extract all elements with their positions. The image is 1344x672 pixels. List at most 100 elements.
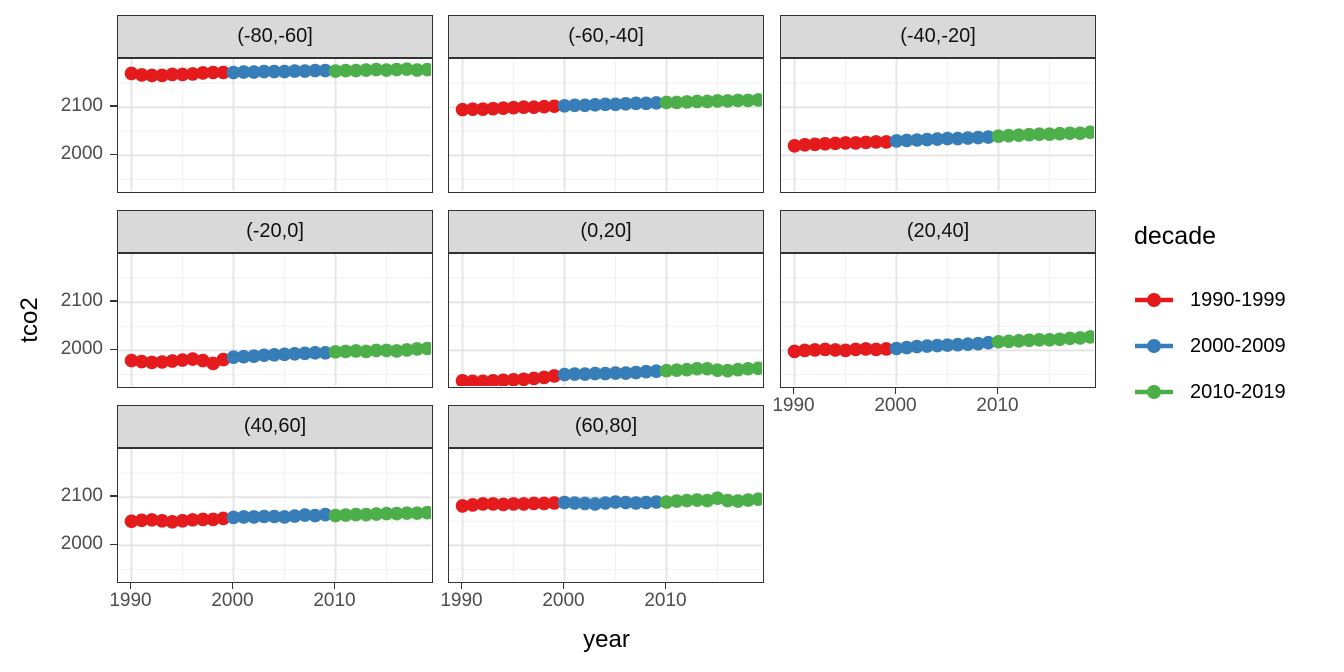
data-point xyxy=(318,63,333,78)
data-point xyxy=(741,93,755,108)
data-point xyxy=(629,96,643,111)
data-point xyxy=(869,342,883,357)
data-point xyxy=(359,507,373,522)
data-point xyxy=(787,344,802,359)
panel-canvas xyxy=(449,59,762,191)
data-point xyxy=(547,369,562,383)
data-point xyxy=(236,349,251,364)
data-point xyxy=(165,67,180,82)
data-point xyxy=(818,137,832,151)
data-point xyxy=(359,63,373,77)
facet-strip: (-20,0] xyxy=(117,210,433,253)
data-point xyxy=(920,339,934,353)
data-point xyxy=(476,102,490,116)
data-point xyxy=(700,94,715,109)
data-point xyxy=(910,133,924,147)
data-point xyxy=(298,508,312,522)
legend-entry-label: 1990-1999 xyxy=(1190,288,1286,311)
data-point xyxy=(175,514,190,528)
data-point xyxy=(828,343,843,357)
y-tick-label: 2000 xyxy=(60,143,103,165)
data-point xyxy=(639,96,653,111)
data-point xyxy=(787,138,802,153)
data-point xyxy=(618,366,633,380)
data-point xyxy=(1063,331,1077,346)
data-point xyxy=(649,96,664,110)
data-point xyxy=(618,495,633,510)
data-point xyxy=(690,94,704,109)
data-point xyxy=(920,132,934,147)
data-point xyxy=(991,129,1006,143)
x-tick-label: 2010 xyxy=(644,590,687,611)
data-point xyxy=(206,512,220,527)
points xyxy=(124,341,431,371)
data-point xyxy=(797,138,812,152)
facet-strip: (-60,-40] xyxy=(448,15,764,58)
data-point xyxy=(328,64,343,78)
data-point xyxy=(328,508,343,523)
data-point xyxy=(527,100,541,115)
data-point xyxy=(838,343,853,358)
data-point xyxy=(476,497,490,511)
data-point xyxy=(547,496,562,510)
panel-canvas xyxy=(781,59,1094,191)
data-point xyxy=(359,344,373,359)
data-point xyxy=(455,499,470,513)
data-point xyxy=(349,344,363,358)
data-point xyxy=(155,514,169,528)
data-point xyxy=(1022,333,1036,348)
data-point xyxy=(547,99,562,114)
data-point xyxy=(145,68,159,83)
data-point xyxy=(1073,331,1087,345)
data-point xyxy=(287,347,302,361)
x-tick-label: 1990 xyxy=(109,590,152,611)
data-point xyxy=(940,131,955,146)
data-point xyxy=(400,506,414,520)
data-point xyxy=(690,493,704,507)
data-point xyxy=(578,98,592,113)
y-tick-mark xyxy=(110,348,117,351)
panel-canvas xyxy=(118,254,431,386)
data-point xyxy=(808,343,822,357)
data-point xyxy=(710,491,725,505)
data-point xyxy=(808,137,822,152)
data-point xyxy=(145,355,159,370)
data-point xyxy=(410,506,424,520)
data-point xyxy=(991,334,1006,349)
data-point xyxy=(639,495,653,510)
x-tick-label: 2000 xyxy=(542,590,585,611)
data-point xyxy=(527,371,541,386)
data-point xyxy=(797,343,812,358)
data-point xyxy=(247,349,261,364)
data-point xyxy=(578,367,592,381)
data-point xyxy=(338,344,353,359)
x-tick-label: 1990 xyxy=(772,395,815,416)
panel-canvas xyxy=(449,449,762,581)
data-point xyxy=(899,133,914,148)
data-point xyxy=(1032,127,1047,142)
data-point xyxy=(298,346,312,361)
gridlines xyxy=(449,449,762,581)
x-tick-mark xyxy=(129,583,132,589)
data-point xyxy=(608,366,623,380)
legend-key-point-icon xyxy=(1135,293,1173,307)
data-point xyxy=(818,342,832,357)
y-tick-mark xyxy=(110,105,117,107)
data-point xyxy=(889,134,904,148)
data-point xyxy=(410,63,424,77)
data-point xyxy=(588,98,602,112)
x-tick-mark xyxy=(996,388,999,394)
data-point xyxy=(165,515,180,529)
facet-panel xyxy=(448,58,764,193)
y-tick-label: 2100 xyxy=(60,95,103,117)
data-point xyxy=(486,497,500,511)
points xyxy=(124,505,431,529)
data-point xyxy=(185,352,200,366)
data-point xyxy=(349,507,363,522)
data-point xyxy=(134,68,149,82)
facet-label: (-80,-60] xyxy=(237,25,313,47)
data-point xyxy=(731,494,745,508)
data-point xyxy=(155,68,169,83)
data-point xyxy=(950,337,965,352)
facet-label: (-20,0] xyxy=(246,220,304,242)
